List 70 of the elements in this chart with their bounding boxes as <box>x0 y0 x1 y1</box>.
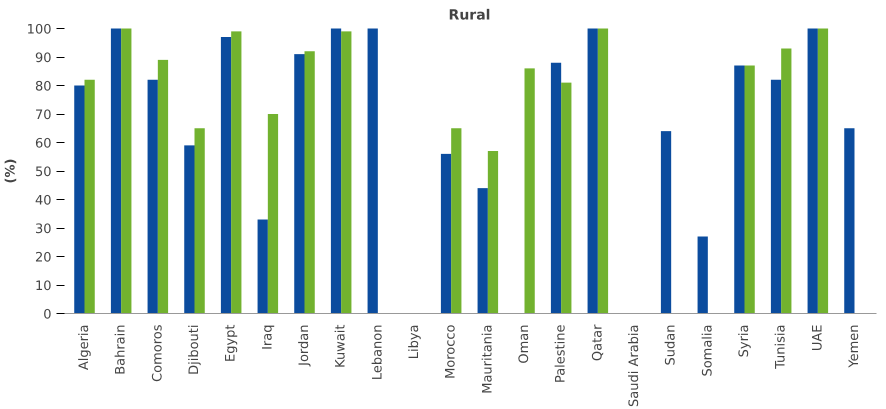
y-tick-label: 100 <box>26 22 52 38</box>
y-tick-label: 50 <box>34 165 52 180</box>
chart-title: Rural <box>448 8 490 24</box>
bar <box>770 80 782 314</box>
x-tick-label: Morocco <box>444 324 459 379</box>
x-tick-label: Egypt <box>224 324 239 362</box>
bar <box>524 68 535 314</box>
bar <box>148 80 158 314</box>
bar <box>781 48 792 314</box>
bar <box>478 188 488 314</box>
bar <box>268 114 278 314</box>
x-tick-label: Algeria <box>77 324 92 370</box>
y-tick-label: 80 <box>34 80 52 94</box>
x-tick-label: Comoros <box>150 324 166 382</box>
bar <box>808 28 818 314</box>
x-tick-label: Oman <box>517 324 532 364</box>
y-tick-label: 70 <box>34 108 52 123</box>
bar <box>451 128 462 314</box>
x-tick-label: Kuwait <box>334 324 349 368</box>
y-tick-label: 0 <box>43 308 52 322</box>
bar <box>121 28 132 314</box>
x-tick-label: Jordan <box>297 324 312 367</box>
x-tick-label: Palestine <box>554 324 569 384</box>
bar <box>341 31 352 314</box>
bar <box>258 219 268 314</box>
x-tick-label: Bahrain <box>114 324 129 375</box>
bar <box>598 28 608 314</box>
x-tick-label: Qatar <box>590 324 606 362</box>
bar <box>440 154 452 314</box>
bar <box>74 86 84 314</box>
y-tick-label: 40 <box>34 194 52 208</box>
x-tick-label: Djibouti <box>187 324 202 375</box>
bar <box>744 66 755 314</box>
bar <box>550 62 562 314</box>
x-tick-label: Syria <box>737 324 752 358</box>
bar <box>660 131 672 314</box>
bar <box>368 28 378 314</box>
y-tick-label: 20 <box>34 250 52 266</box>
y-tick-label: 10 <box>34 279 52 294</box>
bar <box>194 128 205 314</box>
bar <box>304 51 315 314</box>
bar <box>184 145 194 314</box>
y-tick-label: 60 <box>34 136 52 152</box>
bar <box>488 151 498 314</box>
bar <box>110 28 122 314</box>
y-axis-title: (%) <box>4 158 19 184</box>
x-tick-label: Saudi Arabia <box>627 324 642 407</box>
bar <box>818 28 828 314</box>
y-tick-label: 90 <box>34 51 52 66</box>
y-tick-label: 30 <box>34 222 52 237</box>
x-tick-label: Somalia <box>700 324 716 377</box>
bar <box>231 31 242 314</box>
bar <box>330 28 342 314</box>
bar <box>588 28 598 314</box>
x-tick-label: Tunisia <box>774 324 789 370</box>
bar <box>294 54 304 314</box>
bar <box>561 82 572 314</box>
x-tick-label: Lebanon <box>370 324 386 380</box>
bar <box>844 128 854 314</box>
x-tick-label: Iraq <box>260 324 276 350</box>
x-tick-label: UAE <box>810 324 826 352</box>
x-tick-label: Sudan <box>664 324 679 366</box>
bar <box>734 66 744 314</box>
bar <box>698 236 708 314</box>
bar <box>158 60 168 314</box>
x-tick-label: Mauritania <box>480 324 496 394</box>
bar <box>220 37 232 314</box>
x-tick-label: Yemen <box>847 324 862 369</box>
bar <box>84 80 95 314</box>
x-tick-label: Libya <box>407 324 422 360</box>
